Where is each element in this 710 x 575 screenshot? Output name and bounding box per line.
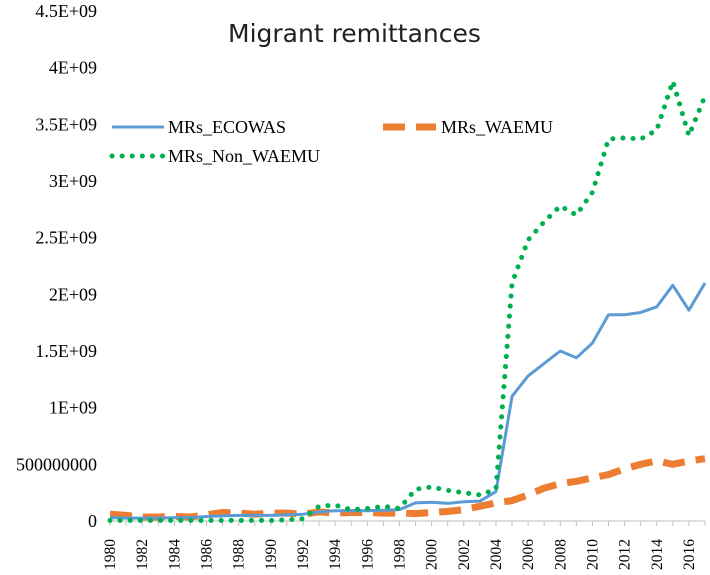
chart-title: Migrant remittances [228, 19, 481, 48]
y-tick-label: 1E+09 [49, 398, 97, 418]
y-tick-label: 3.5E+09 [35, 114, 97, 134]
series-layer [107, 78, 708, 523]
y-tick-label: 3E+09 [49, 171, 97, 191]
legend-label-mrs-non-waemu: MRs_Non_WAEMU [168, 146, 320, 166]
series-line-mrs-non-waemu [107, 78, 708, 523]
series-line-mrs-ecowas [109, 282, 707, 520]
x-tick-label: 1994 [327, 539, 344, 570]
x-tick-label: 1984 [166, 539, 183, 570]
x-tick-label: 2016 [681, 539, 698, 570]
y-tick-label: 4E+09 [49, 58, 97, 78]
x-tick-label: 1982 [134, 539, 151, 570]
y-axis-ticks: 0 500000000 1E+09 1.5E+09 2E+09 2.5E+09 3E+09 3… [16, 1, 97, 531]
x-tick-label: 1988 [231, 539, 248, 570]
y-tick-label: 500000000 [16, 454, 97, 474]
y-tick-label: 2.5E+09 [35, 228, 97, 248]
x-tick-label: 2000 [424, 539, 441, 570]
x-axis-ticks: 1980 1982 1984 1986 1988 1990 1992 1994 1996 1998… [102, 521, 706, 570]
x-tick-label: 1998 [391, 539, 408, 570]
x-tick-label: 2010 [584, 539, 601, 570]
x-tick-label: 2006 [520, 539, 537, 570]
y-tick-label: 2E+09 [49, 284, 97, 304]
x-tick-label: 2002 [456, 539, 473, 570]
series-line-mrs-waemu [109, 455, 706, 521]
x-tick-label: 1990 [263, 539, 280, 570]
legend: MRs_ECOWAS MRs_WAEMU MRs_Non_WAEMU [109, 117, 553, 166]
x-tick-label: 2014 [649, 539, 666, 570]
legend-label-mrs-waemu: MRs_WAEMU [441, 117, 553, 137]
x-tick-label: 2004 [488, 539, 505, 570]
x-tick-label: 1986 [198, 539, 215, 570]
x-tick-label: 1996 [359, 539, 376, 570]
y-tick-label: 1.5E+09 [35, 341, 97, 361]
x-tick-label: 2008 [552, 539, 569, 570]
legend-label-mrs-ecowas: MRs_ECOWAS [168, 117, 286, 137]
y-tick-label: 0 [88, 511, 97, 531]
x-tick-label: 1992 [295, 539, 312, 570]
x-tick-label: 2012 [617, 539, 634, 570]
x-tick-label: 1980 [102, 539, 119, 570]
y-tick-label: 4.5E+09 [35, 1, 97, 21]
